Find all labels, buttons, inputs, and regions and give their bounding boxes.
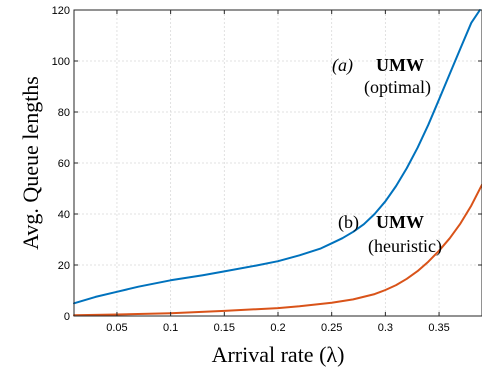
y-tick-label: 40	[58, 209, 70, 221]
y-tick-label: 80	[58, 107, 70, 119]
series-lines	[73, 9, 482, 317]
ticks: 0.05 0.1 0.15 0.2 0.25 0.3 0.35 0 20 40 60 80 100 120	[52, 5, 482, 334]
y-tick-label: 60	[58, 158, 70, 170]
x-tick-label: 0.2	[270, 322, 285, 334]
y-axis-label: Avg. Queue lengths	[18, 76, 43, 250]
annotation-a: (a) UMW (optimal)	[332, 55, 431, 98]
y-tick-label: 120	[52, 5, 70, 17]
x-tick-label: 0.05	[106, 322, 127, 334]
annotation-b-method: UMW	[376, 212, 424, 232]
x-tick-label: 0.25	[321, 322, 342, 334]
annotation-a-letter: (a)	[332, 55, 353, 76]
x-tick-label: 0.35	[428, 322, 449, 334]
annotation-b-variant: (heuristic)	[368, 236, 442, 257]
x-tick-label: 0.15	[214, 322, 235, 334]
y-tick-label: 20	[58, 260, 70, 272]
grid	[74, 10, 482, 316]
annotation-b-letter: (b)	[338, 212, 359, 233]
annotation-a-method: UMW	[376, 55, 424, 75]
y-tick-label: 0	[64, 311, 70, 323]
annotation-b: (b) UMW (heuristic)	[338, 212, 442, 257]
x-tick-label: 0.3	[378, 322, 393, 334]
x-tick-label: 0.1	[163, 322, 178, 334]
y-tick-label: 100	[52, 56, 70, 68]
annotation-a-variant: (optimal)	[364, 77, 431, 98]
series-line-heuristic	[73, 183, 482, 317]
series-line-optimal	[73, 9, 481, 305]
x-axis-label: Arrival rate (λ)	[212, 342, 345, 367]
